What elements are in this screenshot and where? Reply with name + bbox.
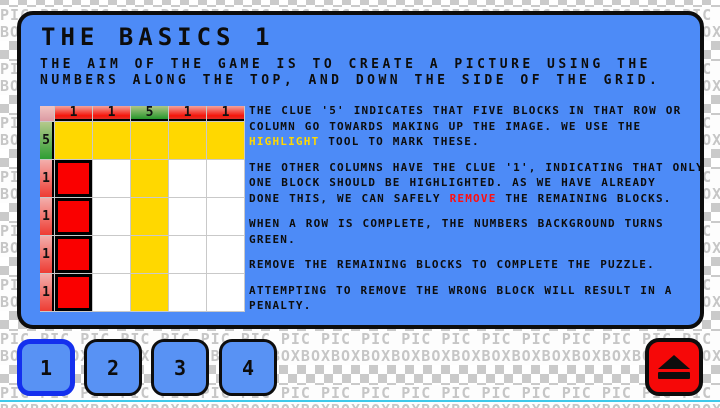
left-clue-1: 1 <box>40 198 54 235</box>
grid-cell-empty[interactable] <box>93 160 130 197</box>
grid-cell-block[interactable] <box>55 160 92 197</box>
tutorial-line: DONE THIS, WE CAN SAFELY <box>249 191 450 205</box>
page-title: THE BASICS 1 <box>41 23 275 51</box>
wallpaper-box-row: BOXBOXBOXBOXBOXBOXBOXBOXBOXBOXBOXBOXBOXB… <box>0 402 720 408</box>
tutorial-line: THE OTHER COLUMNS HAVE THE CLUE '1', IND… <box>249 160 704 174</box>
subtitle-line: THE AIM OF THE GAME IS TO CREATE A PICTU… <box>40 57 651 72</box>
tutorial-paragraph: REMOVE THE REMAINING BLOCKS TO COMPLETE … <box>249 257 711 273</box>
tutorial-line: ONE BLOCK SHOULD BE HIGHLIGHTED. AS WE H… <box>249 176 656 189</box>
grid-cell-empty[interactable] <box>207 274 244 311</box>
grid-cell-empty[interactable] <box>207 160 244 197</box>
left-clue-5: 5 <box>40 122 54 159</box>
eject-icon-bar <box>658 372 690 379</box>
left-clue-1: 1 <box>40 274 54 311</box>
grid-cell-block[interactable] <box>55 198 92 235</box>
grid-cell-empty[interactable] <box>93 198 130 235</box>
wallpaper-checker-band <box>0 0 720 7</box>
top-clue-1: 1 <box>169 105 206 121</box>
grid-cell-highlighted[interactable] <box>131 274 168 311</box>
tutorial-line: ATTEMPTING TO REMOVE THE WRONG BLOCK WIL… <box>249 283 673 297</box>
tutorial-line: COLUMN GO TOWARDS MAKING UP THE IMAGE. W… <box>249 119 642 133</box>
grid-cell-empty[interactable] <box>93 236 130 273</box>
tutorial-line: TOOL TO MARK THESE. <box>319 135 480 148</box>
left-clue-1: 1 <box>40 160 54 197</box>
grid-cell-highlighted[interactable] <box>131 236 168 273</box>
grid-cell-highlighted[interactable] <box>131 122 168 159</box>
grid-cell-block[interactable] <box>55 236 92 273</box>
grid-cell-empty[interactable] <box>207 198 244 235</box>
tutorial-paragraph: WHEN A ROW IS COMPLETE, THE NUMBERS BACK… <box>249 216 711 247</box>
tutorial-line: REMOVE THE REMAINING BLOCKS TO COMPLETE … <box>249 258 655 271</box>
grid-cell-block[interactable] <box>55 274 92 311</box>
tutorial-paragraph: THE CLUE '5' INDICATES THAT FIVE BLOCKS … <box>249 103 711 150</box>
tutorial-panel: THE BASICS 1 THE AIM OF THE GAME IS TO C… <box>17 11 704 329</box>
grid-cell-highlighted[interactable] <box>131 198 168 235</box>
top-clue-5: 5 <box>131 105 168 121</box>
grid-cell-empty[interactable] <box>169 198 206 235</box>
tutorial-text: THE CLUE '5' INDICATES THAT FIVE BLOCKS … <box>249 103 711 324</box>
top-clue-1: 1 <box>207 105 244 121</box>
left-clue-1: 1 <box>40 236 54 273</box>
grid-cell-highlighted[interactable] <box>169 122 206 159</box>
tutorial-paragraph: THE OTHER COLUMNS HAVE THE CLUE '1', IND… <box>249 160 711 207</box>
tutorial-line: THE REMAINING BLOCKS. <box>496 191 672 205</box>
tutorial-line: PENALTY. <box>249 299 312 312</box>
grid-cell-empty[interactable] <box>169 236 206 273</box>
tutorial-line: GREEN. <box>249 232 296 246</box>
tutorial-paragraph: ATTEMPTING TO REMOVE THE WRONG BLOCK WIL… <box>249 283 711 314</box>
grid-cell-highlighted[interactable] <box>207 122 244 159</box>
highlight-keyword: HIGHLIGHT <box>249 135 320 148</box>
level-button-3[interactable]: 3 <box>151 339 209 396</box>
grid-cell-empty[interactable] <box>169 160 206 197</box>
grid-cell-highlighted[interactable] <box>93 122 130 159</box>
level-button-2[interactable]: 2 <box>84 339 142 396</box>
grid-cell-highlighted[interactable] <box>131 160 168 197</box>
grid-cell-highlighted[interactable] <box>55 122 92 159</box>
eject-icon <box>658 355 690 369</box>
top-clue-1: 1 <box>93 105 130 121</box>
subtitle-line: NUMBERS ALONG THE TOP, AND DOWN THE SIDE… <box>40 73 661 88</box>
grid-cell-empty[interactable] <box>207 236 244 273</box>
bottom-accent-line <box>0 400 720 402</box>
grid-cell-empty[interactable] <box>93 274 130 311</box>
eject-button[interactable] <box>645 338 703 396</box>
remove-keyword: REMOVE <box>449 191 497 205</box>
grid-cell-empty[interactable] <box>169 274 206 311</box>
tutorial-line: THE CLUE '5' INDICATES THAT FIVE BLOCKS … <box>249 104 682 117</box>
tutorial-line: WHEN A ROW IS COMPLETE, THE NUMBERS BACK… <box>249 217 664 230</box>
grid-corner-cell <box>40 106 54 121</box>
page-subtitle: THE AIM OF THE GAME IS TO CREATE A PICTU… <box>40 57 660 89</box>
level-button-4[interactable]: 4 <box>219 339 277 396</box>
level-button-1[interactable]: 1 <box>17 339 75 396</box>
top-clue-1: 1 <box>55 105 92 121</box>
